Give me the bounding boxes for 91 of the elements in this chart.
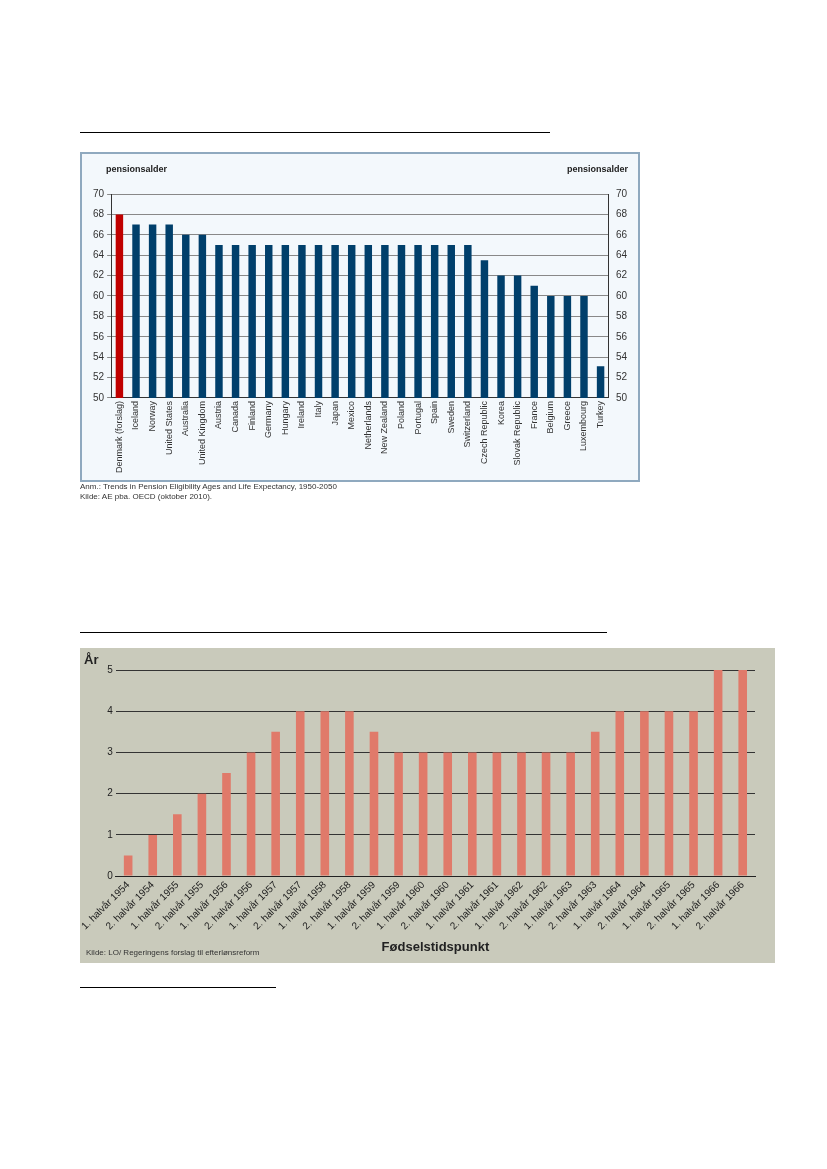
x-tick-label: Italy bbox=[313, 400, 323, 418]
bar bbox=[369, 731, 379, 876]
x-tick-label: Czech Republic bbox=[478, 400, 489, 465]
y2-tick-label: 64 bbox=[615, 248, 628, 260]
y2-tick-label: 56 bbox=[615, 330, 628, 342]
text: Kilde: AE pba. OECD (oktober 2010). bbox=[80, 492, 214, 502]
y2-tick-label: 52 bbox=[615, 371, 628, 383]
y2-tick-label: 54 bbox=[615, 350, 628, 362]
y-tick-label: 58 bbox=[93, 310, 105, 322]
bar bbox=[295, 711, 305, 876]
y-tick-label: 52 bbox=[93, 371, 105, 383]
bar bbox=[246, 752, 256, 876]
x-tick-label: New Zealand bbox=[379, 400, 390, 455]
y-tick-label: 60 bbox=[93, 289, 105, 301]
y-tick-label: 56 bbox=[93, 330, 105, 342]
bar bbox=[148, 834, 158, 876]
x-tick-label: Germany bbox=[263, 400, 274, 438]
bar bbox=[590, 731, 600, 876]
bar bbox=[197, 793, 207, 876]
y2-tick-label: 68 bbox=[615, 208, 628, 220]
bar bbox=[664, 711, 674, 876]
x-tick-label: Canada bbox=[230, 400, 241, 433]
x-tick-label: Mexico bbox=[346, 400, 357, 430]
y-axis-title: År bbox=[84, 652, 99, 667]
x-tick-label: Australia bbox=[180, 400, 191, 436]
y2-tick-label: 60 bbox=[615, 289, 628, 301]
y-tick-label: 1 bbox=[107, 828, 114, 840]
y-tick-label: 50 bbox=[93, 391, 105, 403]
y2-tick-label: 66 bbox=[615, 228, 628, 240]
x-tick-label: Norway bbox=[147, 400, 158, 432]
bar bbox=[517, 752, 526, 876]
x-tick-label: Poland bbox=[395, 400, 406, 430]
x-tick-label: Turkey bbox=[595, 400, 606, 429]
y-tick-label: 70 bbox=[93, 187, 105, 199]
x-tick-label: Japan bbox=[329, 400, 340, 426]
bar bbox=[173, 814, 182, 876]
x-tick-label: Finland bbox=[246, 400, 257, 431]
bar bbox=[492, 752, 502, 876]
y-tick-label: 0 bbox=[107, 869, 114, 881]
x-tick-label: Luxembourg bbox=[578, 400, 589, 452]
y-tick-label: 62 bbox=[93, 269, 105, 281]
bar bbox=[713, 670, 723, 876]
y2-tick-label: 58 bbox=[615, 310, 628, 322]
bar bbox=[640, 711, 649, 876]
x-tick-label: Korea bbox=[495, 400, 506, 426]
bar bbox=[123, 855, 133, 876]
bar bbox=[615, 711, 625, 876]
y2-tick-label: 50 bbox=[615, 391, 628, 403]
x-tick-label: Netherlands bbox=[362, 400, 373, 450]
x-tick-label: Spain bbox=[429, 400, 440, 425]
y-tick-label: 68 bbox=[93, 208, 105, 220]
y-axis-title: pensionsalder bbox=[106, 164, 168, 174]
y2-tick-label: 70 bbox=[615, 187, 628, 199]
y-tick-label: 3 bbox=[107, 746, 114, 758]
bar bbox=[689, 711, 698, 876]
y-tick-label: 64 bbox=[93, 248, 105, 260]
text: Anm.: Trends in Pension Eligibility Ages and Life Expectancy, 1950-2050 bbox=[80, 482, 338, 492]
y-tick-label: 4 bbox=[107, 704, 114, 716]
bar bbox=[222, 773, 231, 876]
x-tick-label: Switzerland bbox=[462, 400, 473, 448]
y2-axis-title: pensionsalder bbox=[566, 164, 629, 174]
x-tick-label: Austria bbox=[213, 400, 224, 429]
x-tick-label: Greece bbox=[561, 400, 572, 431]
y-tick-label: 54 bbox=[93, 350, 105, 362]
x-tick-label: United Kingdom bbox=[196, 400, 207, 466]
bar bbox=[345, 711, 354, 876]
text: Kilde: LO/ Regeringens forslag til efterlønsreform bbox=[86, 948, 260, 957]
bar bbox=[738, 670, 748, 876]
bar bbox=[443, 752, 453, 876]
bar bbox=[566, 752, 575, 876]
x-axis-title: Fødselstidspunkt bbox=[381, 938, 490, 954]
x-tick-label: Denmark (forslag) bbox=[113, 400, 124, 474]
bar bbox=[320, 711, 330, 876]
y-tick-label: 5 bbox=[107, 663, 114, 675]
x-tick-label: United States bbox=[163, 400, 174, 456]
y2-tick-label: 62 bbox=[615, 269, 628, 281]
x-tick-label: Belgium bbox=[545, 400, 556, 434]
y-tick-label: 66 bbox=[93, 228, 105, 240]
x-tick-label: Hungary bbox=[279, 400, 290, 436]
bar bbox=[394, 752, 403, 876]
x-tick-label: Slovak Republic bbox=[512, 400, 523, 466]
bar bbox=[271, 731, 280, 876]
bar bbox=[541, 752, 551, 876]
bar bbox=[418, 752, 428, 876]
x-tick-label: Sweden bbox=[445, 400, 456, 434]
x-tick-label: France bbox=[528, 400, 539, 429]
y-tick-label: 2 bbox=[107, 787, 114, 799]
x-tick-label: Portugal bbox=[412, 400, 423, 435]
x-tick-label: Ireland bbox=[296, 400, 307, 429]
x-tick-label: Iceland bbox=[130, 400, 141, 431]
bar bbox=[468, 752, 477, 876]
